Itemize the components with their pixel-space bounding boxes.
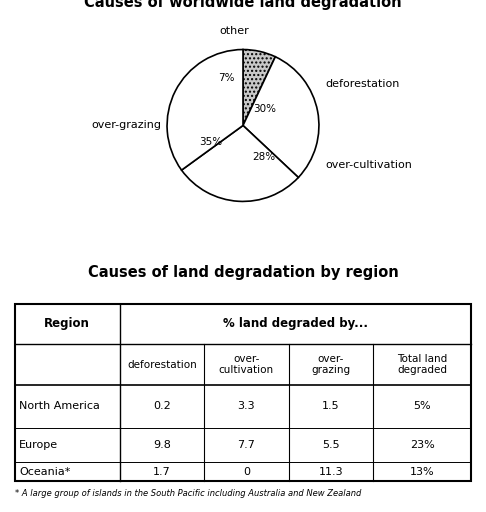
Title: Causes of worldwide land degradation: Causes of worldwide land degradation — [84, 0, 402, 10]
Text: 7%: 7% — [218, 73, 235, 83]
Bar — [15, 304, 471, 481]
Text: 5.5: 5.5 — [322, 440, 340, 450]
Text: 1.5: 1.5 — [322, 401, 340, 412]
Text: deforestation: deforestation — [325, 79, 399, 89]
Text: 13%: 13% — [410, 466, 434, 477]
Text: over-grazing: over-grazing — [91, 120, 161, 131]
Text: over-cultivation: over-cultivation — [325, 160, 412, 170]
Text: * A large group of islands in the South Pacific including Australia and New Zeal: * A large group of islands in the South … — [15, 489, 361, 498]
Text: other: other — [219, 26, 249, 36]
Title: Causes of land degradation by region: Causes of land degradation by region — [87, 265, 399, 280]
Wedge shape — [182, 125, 298, 201]
Text: Region: Region — [44, 317, 90, 330]
Text: 1.7: 1.7 — [153, 466, 171, 477]
Text: over-
grazing: over- grazing — [312, 354, 350, 375]
Text: over-
cultivation: over- cultivation — [219, 354, 274, 375]
Text: 5%: 5% — [414, 401, 431, 412]
Text: Oceania*: Oceania* — [19, 466, 70, 477]
Text: 0: 0 — [243, 466, 250, 477]
Text: 28%: 28% — [253, 153, 276, 162]
Text: Europe: Europe — [19, 440, 58, 450]
Wedge shape — [167, 50, 243, 170]
Text: % land degraded by...: % land degraded by... — [223, 317, 368, 330]
Text: 9.8: 9.8 — [153, 440, 171, 450]
Text: 30%: 30% — [253, 104, 276, 114]
Text: 23%: 23% — [410, 440, 434, 450]
Text: Total land
degraded: Total land degraded — [397, 354, 448, 375]
Text: North America: North America — [19, 401, 100, 412]
Wedge shape — [243, 50, 276, 125]
Text: 35%: 35% — [200, 137, 223, 147]
Text: deforestation: deforestation — [127, 359, 197, 370]
Text: 7.7: 7.7 — [238, 440, 255, 450]
Text: 3.3: 3.3 — [238, 401, 255, 412]
Text: 0.2: 0.2 — [153, 401, 171, 412]
Text: 11.3: 11.3 — [319, 466, 343, 477]
Wedge shape — [243, 57, 319, 178]
